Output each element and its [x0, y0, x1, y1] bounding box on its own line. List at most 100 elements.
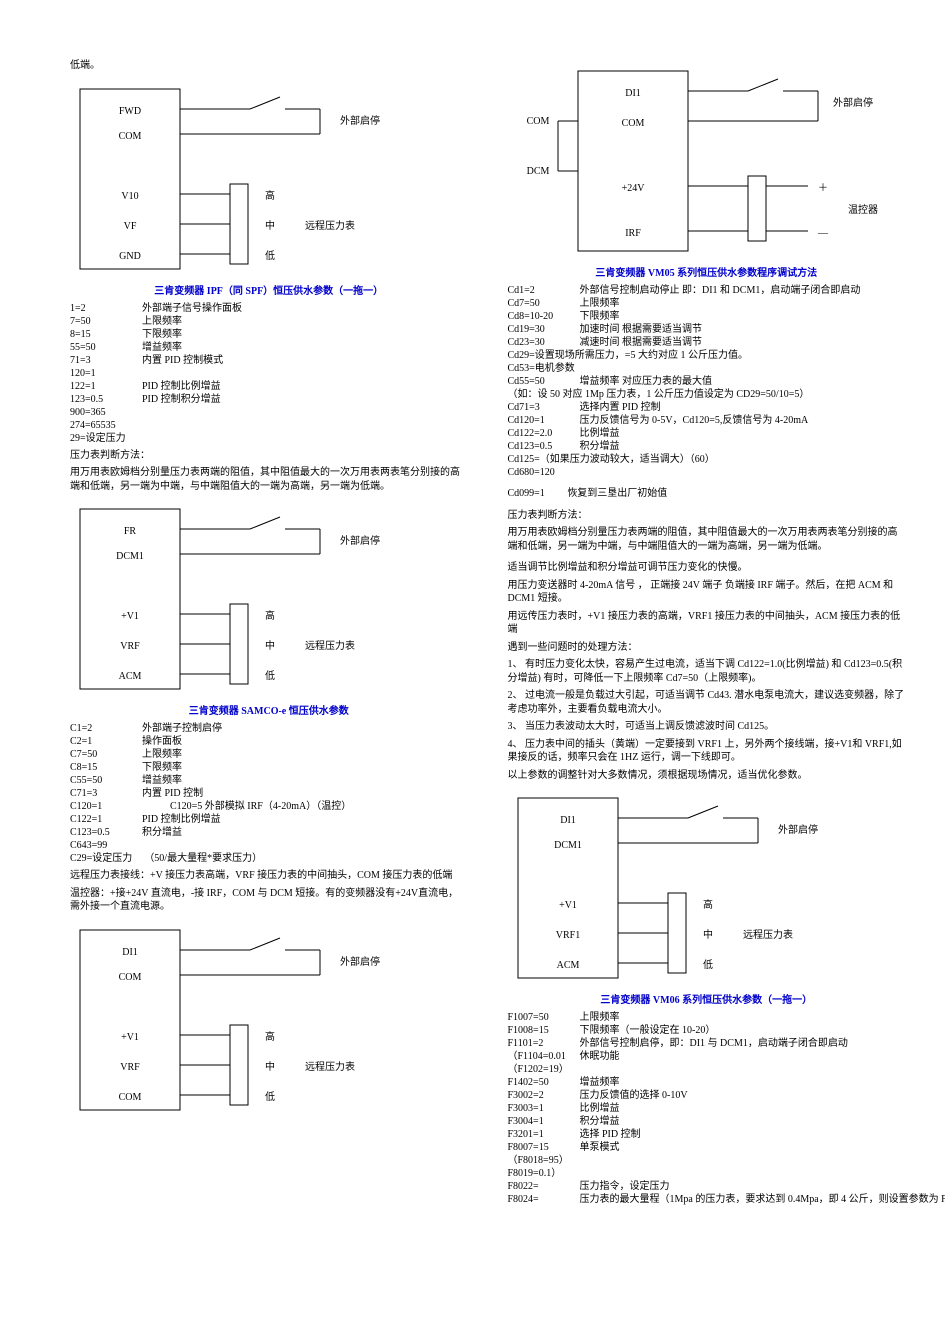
cd099-key: Cd099=1	[508, 488, 545, 499]
param-row: F1007=50上限频率	[508, 1011, 906, 1024]
svg-text:GND: GND	[119, 251, 141, 262]
intro-continuation: 低端。	[70, 59, 468, 73]
param-desc: 增益频率	[142, 775, 182, 786]
svg-text:外部启停: 外部启停	[778, 823, 818, 836]
param-key: Cd8=10-20	[508, 310, 568, 323]
svg-text:DCM: DCM	[526, 166, 549, 177]
param-row: C643=99	[70, 839, 468, 852]
svg-text:VRF: VRF	[120, 1062, 140, 1073]
param-key: C120=1	[70, 800, 130, 813]
param-row: Cd53=电机参数	[508, 362, 906, 375]
diagram-ipf-wiring: FWD COM 外部启停 V10 VF GND 高 中 低 远程压力表	[70, 79, 430, 279]
param-row: C122=1PID 控制比例增益	[70, 813, 468, 826]
param-desc: 上限频率	[580, 298, 620, 309]
param-row: Cd8=10-20下限频率	[508, 310, 906, 323]
param-row: （F1104=0.01 休眠功能	[508, 1050, 906, 1063]
diagram-samco-pressure: FR DCM1 外部启停 +V1 VRF ACM 高 中 低 远程压力表	[70, 499, 430, 699]
svg-text:V10: V10	[121, 191, 138, 202]
sec1-title: 三肯变频器 IPF（同 SPF）恒压供水参数（一拖一）	[70, 285, 468, 298]
sec2-wire1: 远程压力表接线：+V 接压力表高端，VRF 接压力表的中间抽头，COM 接压力表…	[70, 869, 468, 883]
svg-text:COM: COM	[526, 116, 549, 127]
param-key: Cd125=（如果压力波动较大，适当调大）（60）	[508, 453, 715, 466]
param-key: Cd680=120	[508, 466, 568, 479]
sec1-method-title: 压力表判断方法：	[70, 449, 468, 463]
diagram-vm05-wiring: DI1 DCM1 外部启停 +V1 VRF1 ACM 高 中 低 远程压力表	[508, 788, 868, 988]
param-desc: 积分增益	[142, 827, 182, 838]
param-extra: C120=5 外部模拟 IRF（4-20mA）（温控）	[170, 801, 351, 812]
param-row: 7=50上限频率	[70, 315, 468, 328]
param-key: F1101=2	[508, 1037, 568, 1050]
param-desc: 增益频率 对应压力表的最大值	[580, 376, 713, 387]
sec3-420ma: 用压力变送器时 4-20mA 信号 ， 正端接 24V 端子 负端接 IRF 端…	[508, 579, 906, 606]
diagram-thermostat-wiring: DI1 COM +24V IRF COM DCM 外部启停 ＋ — 温控器	[508, 61, 908, 261]
svg-text:+V1: +V1	[121, 1032, 139, 1043]
param-desc: 积分增益	[580, 441, 620, 452]
svg-text:＋: ＋	[818, 183, 828, 194]
param-row: Cd122=2.0比例增益	[508, 427, 906, 440]
param-row: F1402=50 增益频率	[508, 1076, 906, 1089]
param-key: 29=设定压力	[70, 432, 130, 445]
param-key: （F1104=0.01	[508, 1050, 568, 1063]
svg-text:ACM: ACM	[119, 671, 142, 682]
param-row: C29=设定压力 （50/最大量程*要求压力）	[70, 852, 468, 865]
svg-text:外部启停: 外部启停	[340, 114, 380, 127]
sec2-wire2: 温控器：+接+24V 直流电，-接 IRF，COM 与 DCM 短接。有的变频器…	[70, 887, 468, 914]
param-desc: 外部端子信号操作面板	[142, 303, 242, 314]
param-desc: （50/最大量程*要求压力）	[144, 853, 262, 864]
param-key: 274=65535	[70, 419, 130, 432]
svg-text:IRF: IRF	[625, 228, 641, 239]
svg-text:COM: COM	[119, 131, 142, 142]
param-key: C29=设定压力	[70, 852, 132, 865]
svg-text:中: 中	[265, 639, 275, 652]
svg-text:中: 中	[265, 219, 275, 232]
param-desc: 休眠功能	[580, 1051, 620, 1062]
sec3-remote: 用远传压力表时，+V1 接压力表的高端，VRF1 接压力表的中间抽头，ACM 接…	[508, 610, 906, 637]
param-row: F3002=2压力反馈值的选择 0-10V	[508, 1089, 906, 1102]
svg-text:外部启停: 外部启停	[340, 534, 380, 547]
param-row: 8=15下限频率	[70, 328, 468, 341]
param-row: Cd123=0.5 积分增益	[508, 440, 906, 453]
param-row: 122=1PID 控制比例增益	[70, 380, 468, 393]
param-desc: 压力反馈值的选择 0-10V	[580, 1090, 688, 1101]
svg-text:远程压力表: 远程压力表	[305, 639, 355, 652]
sec3-issue2: 2、 过电流一般是负载过大引起，可适当调节 Cd43. 潜水电泵电流大，建议选变…	[508, 689, 906, 716]
param-row: 274=65535	[70, 419, 468, 432]
param-key: F1007=50	[508, 1011, 568, 1024]
sec3-method: 用万用表欧姆档分别量压力表两端的阻值，其中阻值最大的一次万用表两表笔分别接的高端…	[508, 526, 906, 553]
svg-text:中: 中	[703, 928, 713, 941]
param-key: （F1202=19）	[508, 1063, 569, 1076]
param-desc: 下限频率	[142, 329, 182, 340]
svg-text:DI1: DI1	[122, 947, 138, 958]
cd099-val: 恢复到三垦出厂初始值	[567, 488, 667, 499]
param-row: Cd7=50上限频率	[508, 297, 906, 310]
svg-text:远程压力表: 远程压力表	[305, 1060, 355, 1073]
sec3-adjust: 适当调节比例增益和积分增益可调节压力变化的快慢。	[508, 561, 906, 575]
svg-text:DI1: DI1	[560, 815, 576, 826]
svg-text:VRF: VRF	[120, 641, 140, 652]
param-key: F1402=50	[508, 1076, 568, 1089]
param-key: 55=50	[70, 341, 130, 354]
svg-text:COM: COM	[119, 972, 142, 983]
sec1-params: 1=2外部端子信号操作面板7=50上限频率8=15下限频率55=50增益频率71…	[70, 302, 468, 445]
param-row: 55=50增益频率	[70, 341, 468, 354]
svg-text:DCM1: DCM1	[554, 840, 582, 851]
param-row: 123=0.5PID 控制积分增益	[70, 393, 468, 406]
svg-text:外部启停: 外部启停	[340, 955, 380, 968]
param-key: C2=1	[70, 735, 130, 748]
param-row: C2=1操作面板	[70, 735, 468, 748]
param-desc: 上限频率	[142, 749, 182, 760]
svg-text:DI1: DI1	[625, 88, 641, 99]
param-desc: 比例增益	[580, 1103, 620, 1114]
svg-text:中: 中	[265, 1060, 275, 1073]
svg-text:+24V: +24V	[621, 183, 645, 194]
param-row: F3004=1积分增益	[508, 1115, 906, 1128]
param-row: C8=15下限频率	[70, 761, 468, 774]
sec2-title: 三肯变频器 SAMCO-e 恒压供水参数	[70, 705, 468, 718]
param-row: F1101=2外部信号控制启停，即：DI1 与 DCM1，启动端子闭合即启动	[508, 1037, 906, 1050]
param-desc: 增益频率	[580, 1077, 620, 1088]
param-key: Cd123=0.5	[508, 440, 568, 453]
param-row: C71=3内置 PID 控制	[70, 787, 468, 800]
svg-text:高: 高	[703, 898, 713, 911]
param-key: （如：设 50 对应 1Mp 压力表，1 公斤压力值设定为 CD29=50/10…	[508, 388, 810, 401]
svg-text:远程压力表: 远程压力表	[305, 219, 355, 232]
